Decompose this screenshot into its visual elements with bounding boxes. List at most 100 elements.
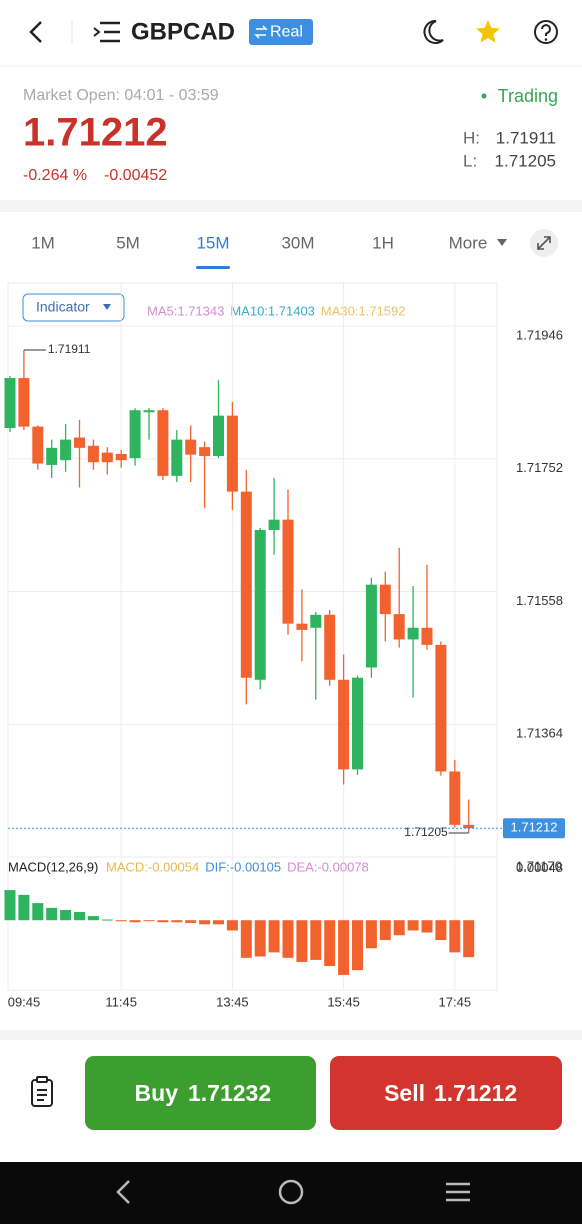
macd-bar	[115, 920, 127, 922]
timeframe-tab[interactable]: 30M	[281, 233, 314, 252]
candle-body	[338, 679, 350, 770]
x-tick-label: 09:45	[8, 994, 41, 1009]
candle-body	[101, 452, 113, 463]
low-label: L:	[463, 151, 477, 170]
candle-body	[213, 415, 224, 457]
timeframe-tab[interactable]: 5M	[116, 233, 140, 252]
help-icon[interactable]	[534, 20, 558, 44]
nav-back[interactable]	[116, 1180, 130, 1204]
sell-price: 1.71212	[434, 1080, 517, 1106]
indicator-label: Indicator	[36, 299, 90, 315]
y-tick-label: 1.71364	[516, 726, 563, 741]
dropdown-arrow	[497, 239, 507, 246]
macd-bar	[435, 920, 447, 941]
candle-body	[463, 824, 475, 829]
candle-body	[296, 623, 308, 630]
chart-frame	[7, 282, 498, 991]
macd-bar	[240, 920, 252, 958]
candle-body	[199, 447, 211, 457]
macd-bar	[365, 920, 377, 949]
x-tick-label: 13:45	[216, 994, 249, 1009]
candle-body	[310, 614, 322, 628]
macd-title: MACD(12,26,9)	[8, 859, 98, 874]
sell-button[interactable]	[330, 1056, 562, 1130]
macd-bar	[352, 920, 363, 971]
macd-bar	[463, 920, 475, 958]
macd-bar	[4, 890, 16, 921]
candle-body	[74, 437, 85, 448]
night-mode-icon[interactable]	[423, 19, 444, 44]
macd-bar	[185, 920, 197, 923]
last-price-label: 1.71212	[511, 820, 558, 835]
candle-body	[435, 644, 447, 772]
y-tick-label: 1.71946	[516, 327, 563, 342]
macd-bar	[226, 920, 238, 931]
fullscreen-icon	[537, 236, 551, 250]
nav-bar	[0, 1162, 582, 1224]
buy-label: Buy	[135, 1080, 179, 1106]
candle-body	[18, 378, 30, 427]
nav-menu[interactable]	[446, 1182, 470, 1202]
section-gap	[0, 200, 582, 212]
macd-bar	[199, 920, 211, 925]
market-status: Trading	[498, 86, 558, 106]
macd-bar	[268, 920, 280, 953]
current-price: 1.71212	[23, 111, 168, 155]
indicator-button[interactable]	[22, 293, 125, 322]
high-marker-label: 1.71911	[48, 342, 91, 356]
low-marker-label: 1.71205	[404, 825, 448, 839]
buy-button[interactable]	[85, 1056, 316, 1130]
y-tick-label: 1.71558	[516, 593, 563, 608]
macd-bar	[449, 920, 461, 953]
x-tick-label: 15:45	[327, 994, 360, 1009]
macd-bar	[324, 920, 336, 967]
candle-body	[379, 584, 391, 615]
timeframe-tab[interactable]: 1M	[31, 233, 55, 252]
macd-bar	[310, 920, 322, 960]
candle-body	[352, 677, 363, 770]
macd-bar	[379, 920, 391, 941]
macd-legend: DIF:-0.00105	[205, 859, 281, 874]
status-dot	[481, 93, 487, 99]
back-button[interactable]	[29, 21, 42, 43]
timeframe-tabs: 1M 5M 15M 30M 1H More	[31, 233, 507, 269]
macd-bar	[393, 920, 405, 936]
candle-body	[143, 410, 155, 413]
last-price-tag	[503, 818, 565, 839]
candle-body	[4, 378, 16, 428]
macd-bar	[60, 909, 72, 921]
ma-legend: MA10:1.71403	[230, 303, 315, 318]
timeframe-tab[interactable]: More	[449, 233, 488, 252]
candle-body	[60, 439, 72, 461]
y-tick-label: 1.71752	[516, 460, 563, 475]
timeframe-tab[interactable]: 15M	[196, 233, 229, 252]
symbol-menu-icon[interactable]	[93, 21, 120, 43]
ma-legend: MA30:1.71592	[321, 303, 406, 318]
macd-bar	[129, 920, 141, 923]
candle-body	[254, 529, 266, 680]
x-tick-label: 17:45	[439, 994, 472, 1009]
candle-body	[46, 447, 58, 465]
ma-legend: MA5:1.71343	[147, 303, 224, 318]
nav-home[interactable]	[278, 1179, 304, 1205]
macd-bar	[32, 903, 44, 921]
macd-bar	[157, 920, 169, 923]
orders-icon[interactable]	[31, 1076, 53, 1107]
macd-tick-label: 0.00048	[516, 860, 563, 875]
candle-body	[324, 614, 336, 680]
macd-bar	[46, 907, 58, 921]
timeframe-tab[interactable]: 1H	[372, 233, 394, 252]
plot: MA5:1.71343 MA10:1.71403 MA30:1.71592 1.719…	[4, 283, 565, 1009]
swap-icon	[254, 25, 268, 39]
account-badge[interactable]	[249, 19, 313, 45]
favorite-icon[interactable]	[476, 20, 500, 43]
macd-bar	[101, 919, 113, 921]
buy-price: 1.71232	[188, 1080, 271, 1106]
candle-body	[87, 445, 99, 463]
symbol: GBPCAD	[131, 18, 235, 45]
candle-body	[240, 491, 252, 678]
high-label: H:	[463, 128, 480, 147]
candle-body	[157, 410, 169, 476]
